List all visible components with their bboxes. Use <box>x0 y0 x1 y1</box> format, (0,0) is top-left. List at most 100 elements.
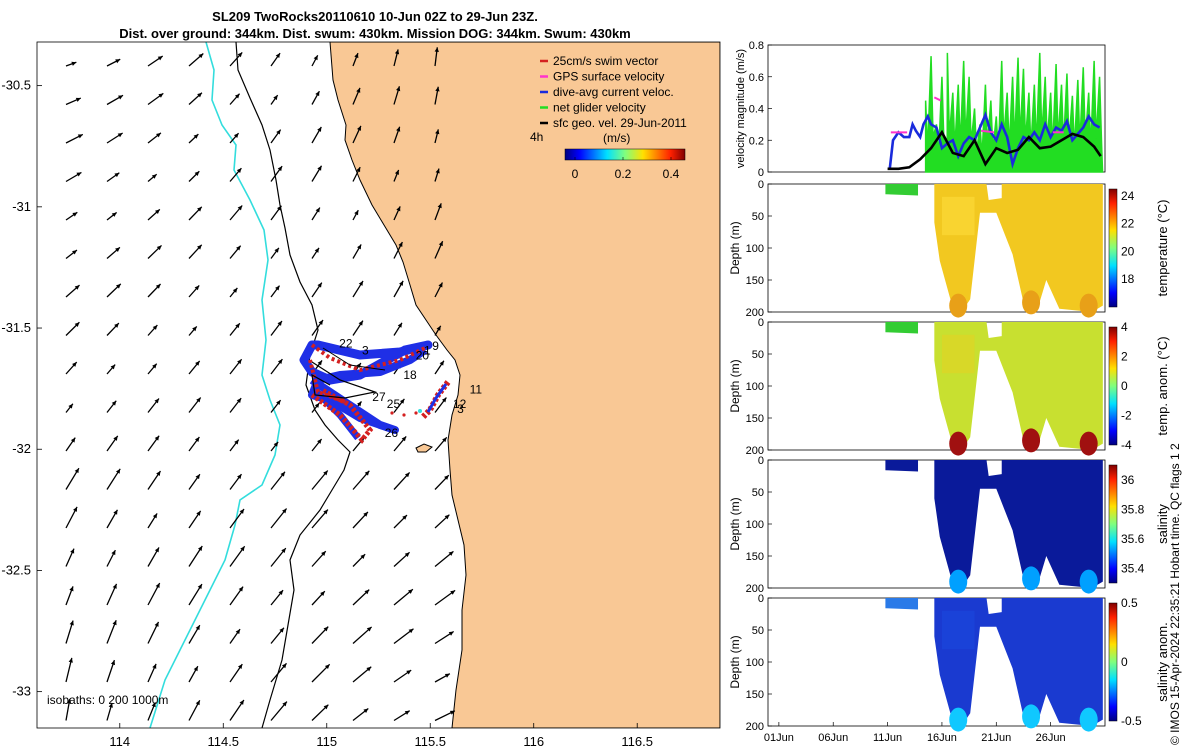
section-colorbar-tick: 36 <box>1121 473 1135 487</box>
current-arrow <box>65 467 80 490</box>
section-colorbar-tick: 0.5 <box>1121 596 1138 610</box>
current-arrow <box>188 510 202 529</box>
section-ytick: 150 <box>746 551 764 563</box>
section-ylabel: Depth (m) <box>728 359 742 412</box>
current-arrow <box>393 551 411 567</box>
track-day-label: 1 <box>424 344 431 358</box>
current-arrow <box>311 626 329 644</box>
current-arrow <box>147 398 160 413</box>
current-arrow <box>147 513 158 529</box>
current-arrow <box>434 673 451 683</box>
current-arrow <box>270 589 284 606</box>
section-deep-patch <box>949 569 968 594</box>
lat-tick-label: -32 <box>12 441 31 456</box>
current-arrow <box>270 205 282 221</box>
section-ytick: 50 <box>752 349 764 361</box>
isobath-1000m <box>149 42 281 728</box>
legend-label: 25cm/s swim vector <box>553 54 658 68</box>
legend-item: net glider velocity <box>540 101 646 115</box>
track-day-label: 20 <box>416 349 430 363</box>
section-colorbar-tick: 22 <box>1121 217 1135 231</box>
section-ytick: 50 <box>752 487 764 499</box>
current-arrow <box>106 322 120 336</box>
current-arrow <box>147 324 158 336</box>
current-arrow <box>147 132 162 144</box>
current-arrow <box>65 657 73 683</box>
section-ytick: 0 <box>758 455 764 467</box>
series-gps-velocity <box>980 129 995 134</box>
section-colorbar-tick: 20 <box>1121 244 1135 258</box>
section-panel-temperature: 0 50 100 150 200 Depth (m) 24 22 20 18 temperature… <box>728 179 1170 319</box>
current-arrow <box>434 514 450 529</box>
current-arrow <box>393 514 408 529</box>
track-day-label: 3 <box>457 402 464 416</box>
lon-tick-label: 114 <box>109 734 130 749</box>
current-arrow <box>270 662 287 683</box>
current-arrow <box>106 58 121 67</box>
current-arrow <box>188 360 201 375</box>
section-colorbar <box>1108 464 1118 584</box>
current-arrow <box>188 473 201 490</box>
section-ytick: 100 <box>746 381 764 393</box>
current-arrow <box>188 206 203 221</box>
current-arrow <box>147 363 158 375</box>
current-arrow <box>106 435 119 452</box>
colorbar-units: (m/s) <box>603 131 630 145</box>
current-arrow <box>229 397 242 413</box>
current-arrow <box>106 583 118 606</box>
section-fill <box>885 322 919 334</box>
current-arrow <box>106 94 124 106</box>
lat-tick-label: -31 <box>12 199 31 214</box>
section-panel-temp_anomaly: 0 50 100 150 200 Depth (m) 4 2 0 -2 -4 temp. anom. … <box>728 317 1170 457</box>
section-colorbar-tick: -4 <box>1121 438 1132 452</box>
current-arrow <box>393 169 400 182</box>
current-arrow <box>65 437 76 452</box>
current-arrow <box>106 509 119 529</box>
section-ylabel: Depth (m) <box>728 497 742 550</box>
current-arrow <box>270 94 279 105</box>
current-arrow <box>393 241 403 259</box>
section-panel-salinity: 0 50 100 150 200 Depth (m) 36 35.8 35.6 35.4 salin… <box>728 455 1170 595</box>
section-panel-salinity_anomaly: 0 50 100 150 200 Depth (m) 0.5 0 -0.5 salinity an… <box>728 593 1170 733</box>
current-arrow <box>352 553 366 567</box>
lat-tick-label: -32.5 <box>1 562 31 577</box>
current-arrow <box>352 708 369 722</box>
current-arrow <box>393 322 403 336</box>
current-arrow <box>270 701 288 721</box>
current-arrow <box>311 704 329 721</box>
current-arrow <box>434 325 442 336</box>
current-arrow <box>106 620 117 644</box>
current-arrow <box>270 508 288 529</box>
legend-item: GPS surface velocity <box>540 70 664 84</box>
current-arrow <box>270 627 285 644</box>
lon-tick-label: 115 <box>316 734 337 749</box>
current-arrow <box>229 586 244 606</box>
current-arrow <box>352 125 362 144</box>
section-deep-patch <box>1079 431 1098 456</box>
current-arrow <box>106 211 118 221</box>
current-arrow <box>311 550 327 567</box>
current-arrow <box>229 663 243 683</box>
current-arrow <box>434 129 440 144</box>
section-ytick: 0 <box>758 179 764 191</box>
current-arrow <box>188 244 203 259</box>
velocity-ytick: 0.4 <box>749 104 764 116</box>
current-arrow <box>229 132 240 144</box>
current-arrow <box>393 398 405 413</box>
map-colorbar <box>564 148 686 161</box>
legend-label: GPS surface velocity <box>553 70 664 84</box>
current-arrow <box>65 403 74 413</box>
current-arrow <box>270 441 279 452</box>
section-colorbar-tick: -2 <box>1121 409 1132 423</box>
rottnest-island <box>415 443 433 453</box>
current-arrow <box>352 470 370 490</box>
section-colorbar <box>1108 188 1118 308</box>
series-dive-avg-current <box>888 111 1101 170</box>
current-arrow <box>311 207 321 221</box>
map-colorbar-ticks: 0 0.2 0.4 <box>572 157 680 181</box>
current-arrow <box>188 325 198 336</box>
current-arrow <box>352 280 364 298</box>
